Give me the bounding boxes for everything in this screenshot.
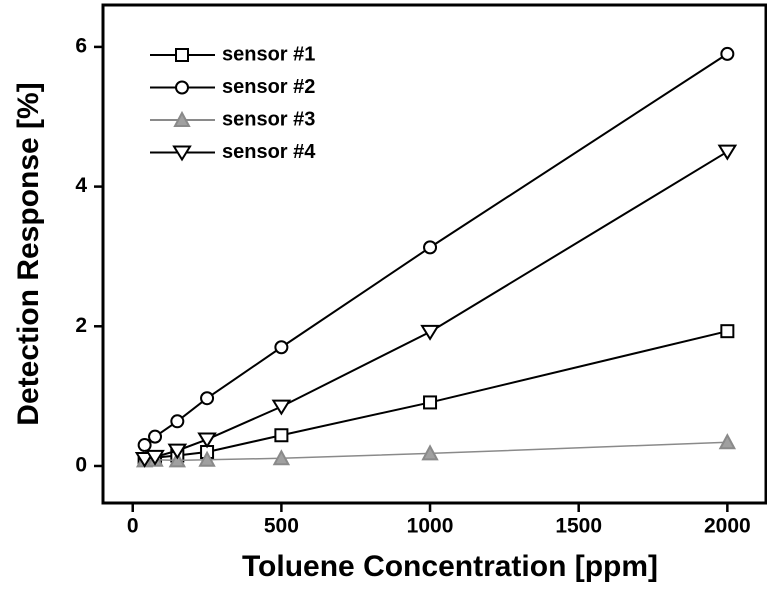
legend-marker [172, 145, 192, 162]
legend-text: sensor #3 [222, 108, 315, 130]
legend-text: sensor #2 [222, 76, 315, 98]
x-tick-label: 1500 [555, 515, 602, 538]
marker [720, 324, 735, 339]
series-line [144, 330, 728, 460]
marker [274, 340, 289, 355]
legend-marker [173, 110, 191, 127]
marker [197, 432, 217, 449]
marker [717, 144, 738, 161]
marker [423, 240, 438, 255]
y-tick-label: 0 [75, 454, 87, 477]
x-axis-title: Toluene Concentration [ppm] [242, 550, 658, 583]
marker [421, 444, 439, 461]
marker [423, 395, 438, 410]
marker [134, 451, 155, 468]
marker [272, 449, 291, 466]
series-line [144, 150, 728, 460]
marker [148, 429, 163, 444]
marker [274, 428, 289, 443]
legend-text: sensor #4 [222, 141, 316, 163]
marker [137, 438, 152, 453]
legend-marker [175, 80, 189, 95]
marker [168, 451, 187, 468]
marker [170, 414, 185, 429]
plot-frame [101, 3, 767, 505]
legend-marker [175, 48, 189, 62]
x-tick-label: 500 [264, 515, 299, 538]
marker [198, 450, 216, 467]
y-tick-label: 6 [75, 34, 87, 57]
marker [420, 324, 440, 341]
y-tick-label: 4 [75, 174, 87, 197]
marker [271, 399, 292, 416]
x-tick-label: 0 [127, 515, 139, 538]
marker [145, 449, 165, 466]
marker [720, 46, 735, 61]
x-tick-label: 2000 [704, 515, 751, 538]
marker [200, 391, 215, 406]
marker [167, 443, 188, 460]
marker [718, 433, 737, 450]
y-tick-label: 2 [75, 314, 87, 337]
legend-text: sensor #1 [222, 43, 315, 65]
x-tick-label: 1000 [407, 515, 454, 538]
y-axis-title: Detection Response [%] [12, 82, 45, 425]
